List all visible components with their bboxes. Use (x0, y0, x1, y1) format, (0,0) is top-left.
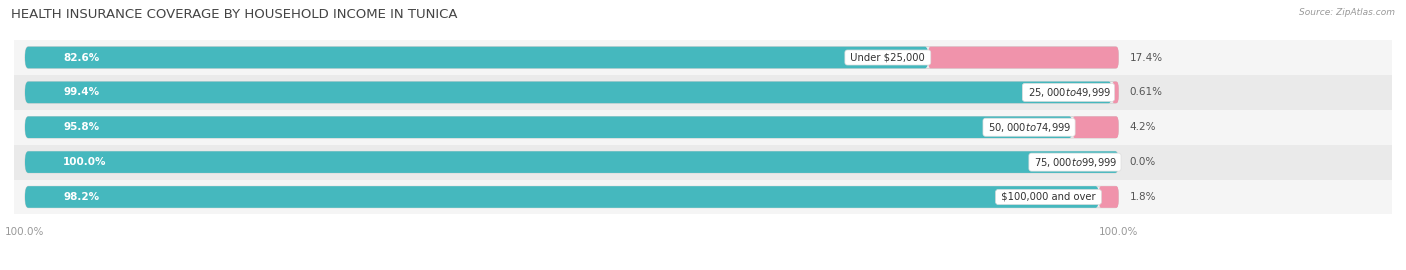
Text: $25,000 to $49,999: $25,000 to $49,999 (1025, 86, 1112, 99)
FancyBboxPatch shape (25, 151, 1119, 173)
Bar (14, 180, 1392, 214)
FancyBboxPatch shape (1073, 116, 1119, 138)
FancyBboxPatch shape (25, 116, 1119, 138)
FancyBboxPatch shape (928, 47, 1119, 68)
Bar (14, 75, 1392, 110)
Text: 98.2%: 98.2% (63, 192, 100, 202)
Text: 4.2%: 4.2% (1129, 122, 1156, 132)
Text: 95.8%: 95.8% (63, 122, 100, 132)
FancyBboxPatch shape (25, 186, 1099, 208)
FancyBboxPatch shape (25, 186, 1119, 208)
Bar (14, 145, 1392, 180)
Text: HEALTH INSURANCE COVERAGE BY HOUSEHOLD INCOME IN TUNICA: HEALTH INSURANCE COVERAGE BY HOUSEHOLD I… (11, 8, 458, 21)
FancyBboxPatch shape (25, 82, 1112, 103)
FancyBboxPatch shape (25, 151, 1119, 173)
Text: 1.8%: 1.8% (1129, 192, 1156, 202)
Text: 99.4%: 99.4% (63, 87, 100, 97)
Text: Under $25,000: Under $25,000 (848, 52, 928, 63)
FancyBboxPatch shape (1099, 186, 1119, 208)
Text: Source: ZipAtlas.com: Source: ZipAtlas.com (1299, 8, 1395, 17)
Text: $100,000 and over: $100,000 and over (998, 192, 1099, 202)
Text: 0.0%: 0.0% (1129, 157, 1156, 167)
Text: 100.0%: 100.0% (63, 157, 107, 167)
FancyBboxPatch shape (25, 116, 1073, 138)
FancyBboxPatch shape (25, 47, 1119, 68)
Text: $50,000 to $74,999: $50,000 to $74,999 (986, 121, 1073, 134)
Text: $75,000 to $99,999: $75,000 to $99,999 (1032, 156, 1119, 169)
Bar (14, 110, 1392, 145)
Text: 17.4%: 17.4% (1129, 52, 1163, 63)
FancyBboxPatch shape (25, 82, 1119, 103)
Bar (14, 40, 1392, 75)
Text: 0.61%: 0.61% (1129, 87, 1163, 97)
FancyBboxPatch shape (1112, 82, 1119, 103)
FancyBboxPatch shape (25, 47, 928, 68)
Text: 82.6%: 82.6% (63, 52, 100, 63)
